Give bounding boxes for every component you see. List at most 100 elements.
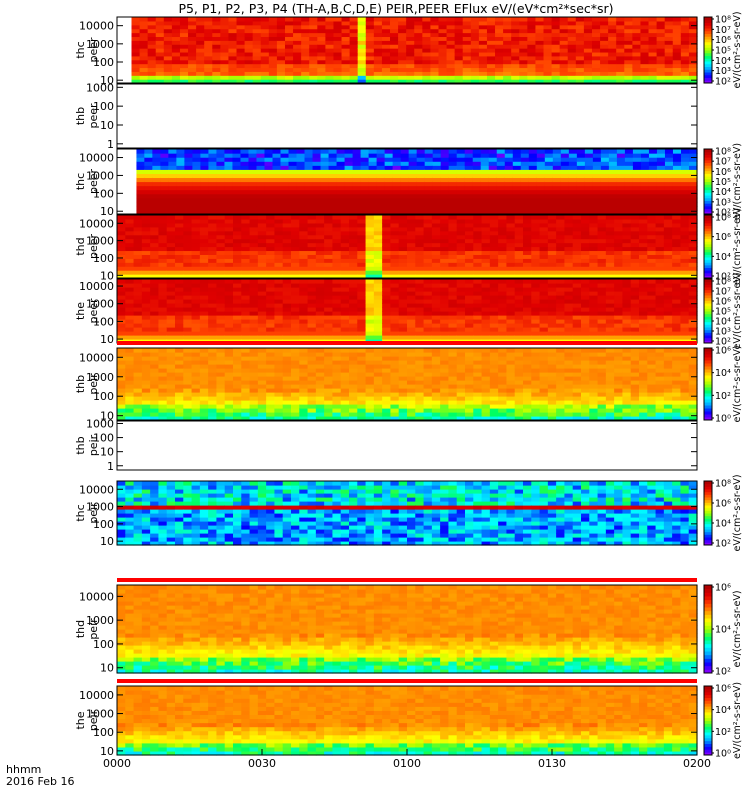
panel-label-line2: peer (87, 234, 100, 260)
colorbar-tick-label: 10⁶ (715, 583, 731, 594)
x-tick-label: 0000 (103, 757, 131, 770)
colorbar-units: eV/(cm²-s-sr-eV) (732, 143, 743, 220)
panel-label-line2: peer (87, 37, 100, 63)
y-tick-label: 100 (93, 390, 114, 403)
panel-label-line1: thd (74, 620, 87, 638)
colorbar-tick-label: 10⁶ (715, 232, 731, 243)
panel-1: 10 100 1000 10000 thc peer 10²10³10⁴10⁵10⁶10⁷1… (74, 11, 743, 88)
panel-2: 1 10 100 1000 thb peer (74, 81, 698, 151)
panel-label-line2: peir (87, 502, 100, 524)
y-tick-label: 10 (100, 446, 114, 459)
colorbar: 10⁰ 10² 10⁴ 10⁶ eV/(cm²-s-sr-eV) (703, 682, 743, 760)
y-tick-label: 10 (100, 119, 114, 132)
panel-label-line1: thc (74, 41, 87, 58)
y-tick-label: 10 (100, 269, 114, 282)
colorbar-tick-label: 10³ (715, 66, 731, 77)
colorbar-tick-label: 10⁶ (715, 499, 731, 510)
colorbar-tick-label: 10⁰ (715, 749, 731, 760)
panel-label-line1: thb (74, 375, 87, 393)
colorbar-tick-label: 10⁶ (715, 35, 731, 46)
colorbar-tick-label: 10² (715, 337, 731, 348)
colorbar-tick-label: 10³ (715, 327, 731, 338)
panel-frame (116, 16, 698, 84)
y-tick-label: 1000 (86, 417, 114, 430)
y-tick-label: 1000 (86, 169, 114, 182)
y-tick-label: 1000 (86, 298, 114, 311)
colorbar-units: eV/(cm²-s-sr-eV) (732, 682, 743, 759)
colorbar-tick-label: 10⁸ (715, 15, 731, 26)
colorbar-units: eV/(cm²-s-sr-eV) (732, 11, 743, 88)
y-tick-label: 10 (100, 410, 114, 423)
panel-label-line1: thd (74, 237, 87, 255)
y-tick-label: 100 (93, 56, 114, 69)
y-tick-label: 10000 (79, 152, 114, 165)
y-tick-label: 10 (100, 333, 114, 346)
colorbar-tick-label: 10³ (715, 197, 731, 208)
y-tick-label: 100 (93, 726, 114, 739)
panel-label-line1: thc (74, 173, 87, 190)
y-tick-label: 100 (93, 638, 114, 651)
spectrogram-cells (117, 585, 698, 674)
chart-title: P5, P1, P2, P3, P4 (TH-A,B,C,D,E) PEIR,P… (178, 1, 613, 16)
colorbar-tick-label: 10⁴ (715, 187, 731, 198)
y-tick-label: 1000 (86, 708, 114, 721)
colorbar-tick-label: 10⁴ (715, 519, 731, 530)
y-tick-label: 100 (93, 100, 114, 113)
colorbar: 10² 10⁴ 10⁶ 10⁸ eV/(cm²-s-sr-eV) (703, 474, 743, 552)
spectrogram-cells (117, 348, 698, 421)
colorbar-units: eV/(cm²-s-sr-eV) (732, 208, 743, 285)
colorbar-tick-label: 10⁶ (715, 346, 731, 357)
panel-label-line2: peir (87, 709, 100, 731)
panel-label-line2: peir (87, 618, 100, 640)
y-tick-label: 1000 (86, 614, 114, 627)
colorbar-units: eV/(cm²-s-sr-eV) (732, 345, 743, 422)
colorbar-tick-label: 10⁷ (715, 287, 731, 298)
y-tick-label: 10000 (79, 483, 114, 496)
panel-6: 10 100 1000 10000 thb peir 10⁰ 10² 10⁴ 10⁶ eV/(cm²… (74, 341, 743, 425)
panel-label-line2: peir (87, 434, 100, 456)
panel-label-line2: peer (87, 298, 100, 324)
colorbar-tick-label: 10⁴ (715, 252, 731, 263)
spectrogram-cells (117, 17, 698, 84)
colorbar-tick-label: 10² (715, 77, 731, 88)
panel-8: 10 100 1000 10000 thc peir 10² 10⁴ 10⁶ 10⁸ eV/(cm²… (74, 474, 743, 551)
panel-3: 10 100 1000 10000 thc peer 10²10³10⁴10⁵10⁶10⁷1… (74, 143, 743, 220)
y-tick-label: 1000 (86, 38, 114, 51)
panel-frame (116, 214, 698, 279)
colorbar-tick-label: 10² (715, 272, 731, 283)
panel-frame (116, 420, 698, 471)
panel-frame (116, 347, 698, 421)
colorbar: 10² 10⁴ 10⁶ 10⁸ eV/(cm²-s-sr-eV) (703, 208, 743, 285)
x-axis: 0000 0030 0100 0130 0200 (103, 749, 711, 770)
colorbar-units: eV/(cm²-s-sr-eV) (732, 590, 743, 667)
panel-label-line2: peer (87, 103, 100, 129)
y-tick-label: 10000 (79, 689, 114, 702)
spectrogram-cells (117, 215, 698, 279)
y-tick-label: 10 (100, 745, 114, 758)
x-tick-label: 0100 (393, 757, 421, 770)
y-tick-label: 1000 (86, 501, 114, 514)
y-tick-label: 100 (93, 518, 114, 531)
colorbar-tick-label: 10⁴ (715, 368, 731, 379)
colorbar-tick-label: 10⁷ (715, 25, 731, 36)
colorbar-tick-label: 10⁴ (715, 317, 731, 328)
panel-4: 10 100 1000 10000 thd peer 10² 10⁴ 10⁶ 10⁸ eV/(cm²… (74, 208, 743, 285)
y-tick-label: 100 (93, 252, 114, 265)
colorbar-tick-label: 10⁵ (715, 307, 731, 318)
colorbar-tick-label: 10⁴ (715, 625, 731, 636)
colorbar-tick-label: 10² (715, 539, 731, 550)
colorbar-tick-label: 10² (715, 727, 731, 738)
y-tick-label: 1 (107, 460, 114, 473)
panel-label-line1: thb (74, 436, 87, 454)
x-axis-date: 2016 Feb 16 (6, 775, 74, 788)
y-tick-label: 10000 (79, 20, 114, 33)
colorbar-tick-label: 10⁸ (715, 277, 731, 288)
spectrogram-cells (117, 686, 698, 756)
y-tick-label: 10000 (79, 217, 114, 230)
y-tick-label: 10 (100, 662, 114, 675)
colorbar-tick-label: 10⁴ (715, 56, 731, 67)
